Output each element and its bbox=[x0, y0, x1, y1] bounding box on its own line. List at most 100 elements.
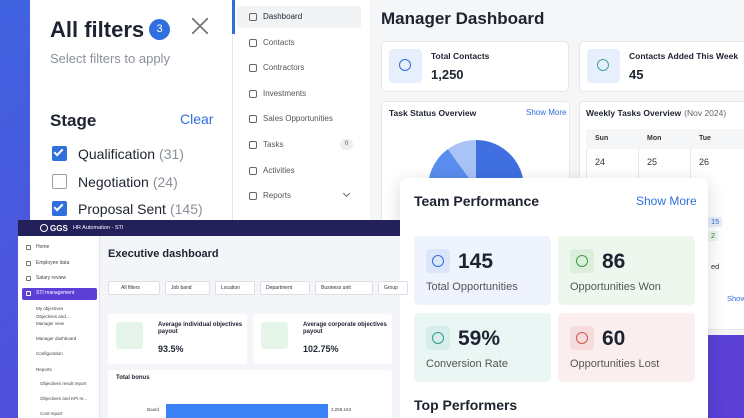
tile-icon-glyph bbox=[432, 255, 444, 267]
hr-filter-label: All filters bbox=[121, 284, 140, 291]
hr-nav-label[interactable]: Salary review bbox=[36, 275, 67, 281]
filter-subtitle: Select filters to apply bbox=[50, 51, 170, 66]
option-count: (31) bbox=[159, 146, 184, 162]
hr-nav-label[interactable]: Home bbox=[36, 244, 50, 250]
active-item bbox=[237, 6, 361, 28]
team-link[interactable]: Show More bbox=[636, 194, 697, 208]
nav-icon bbox=[249, 13, 257, 21]
tile-label: Opportunities Lost bbox=[570, 358, 660, 370]
tile-value: 86 bbox=[602, 250, 626, 273]
calendar-fragment: Show bbox=[727, 294, 744, 303]
option-count: (24) bbox=[152, 173, 178, 190]
hr-filter-label: Department bbox=[266, 284, 293, 291]
check-mark bbox=[53, 201, 64, 212]
clear-link[interactable]: Clear bbox=[180, 111, 214, 127]
hr-nav-label[interactable]: Objectives and KPI re... bbox=[40, 396, 88, 401]
nav-label[interactable]: Tasks bbox=[263, 140, 284, 149]
hr-title: Executive dashboard bbox=[108, 248, 219, 260]
hr-filter-label: Business unit bbox=[321, 284, 351, 291]
hr-nav-label[interactable]: Manager view bbox=[36, 321, 65, 326]
tile-label: Conversion Rate bbox=[426, 358, 508, 370]
hr-nav-label[interactable]: Employee data bbox=[36, 260, 70, 266]
stat-label: Total Contacts bbox=[431, 51, 490, 61]
calendar-fragment: 2 bbox=[708, 231, 719, 241]
hr-filter-label: Location bbox=[221, 284, 240, 291]
nav-label[interactable]: Dashboard bbox=[263, 12, 303, 21]
nav-label[interactable]: Activities bbox=[263, 165, 295, 175]
hr-card-label: Average individual objectives payout bbox=[158, 322, 243, 336]
tile-icon-glyph bbox=[576, 332, 588, 344]
hr-filter[interactable] bbox=[378, 281, 408, 295]
hr-filter[interactable] bbox=[215, 281, 255, 295]
date-label: 24 bbox=[595, 157, 606, 167]
active-bar bbox=[232, 0, 235, 34]
weekly-title: Weekly Tasks Overview bbox=[586, 108, 682, 118]
option-label[interactable]: Proposal Sent bbox=[78, 201, 166, 217]
hr-nav-label[interactable]: Cost report bbox=[40, 411, 63, 416]
hr-nav-label[interactable]: My objectives bbox=[36, 306, 64, 311]
hr-filter[interactable] bbox=[260, 281, 310, 295]
hr-bonus-value: 2,259,163 bbox=[331, 407, 352, 412]
hr-filter-label: Group bbox=[384, 284, 398, 291]
checkbox[interactable] bbox=[52, 201, 67, 216]
badge bbox=[340, 139, 353, 150]
hr-filter[interactable] bbox=[108, 281, 160, 295]
filter-count-badge bbox=[149, 19, 170, 40]
option-label[interactable]: Qualification bbox=[78, 146, 156, 162]
hr-bonus-title: Total bonus bbox=[116, 375, 150, 381]
hr-nav-label[interactable]: STI management bbox=[36, 290, 75, 296]
hr-nav-icon bbox=[26, 261, 31, 266]
day-label: Mon bbox=[647, 135, 662, 142]
nav-badge: 0 bbox=[344, 141, 349, 147]
hr-bonus-row: Board bbox=[147, 407, 160, 412]
close-button[interactable] bbox=[192, 18, 208, 34]
hr-app-name: HR Automation - STI bbox=[73, 225, 124, 231]
checkbox[interactable] bbox=[52, 173, 67, 189]
nav-label[interactable]: Contractors bbox=[263, 63, 305, 73]
hr-logo: GGS bbox=[50, 224, 68, 233]
task-link[interactable]: Show More bbox=[526, 108, 567, 117]
hr-nav-icon bbox=[26, 276, 31, 281]
nav-icon bbox=[249, 166, 257, 175]
hr-nav-label[interactable]: Objectives result report bbox=[40, 381, 87, 386]
nav-label[interactable]: Investments bbox=[263, 88, 307, 98]
nav-icon bbox=[249, 64, 257, 73]
hr-card-label: Average corporate objectives payout bbox=[303, 322, 387, 336]
filter-count: 3 bbox=[156, 23, 163, 35]
option-count: (145) bbox=[169, 201, 203, 217]
checkbox[interactable] bbox=[52, 146, 67, 161]
hr-card-icon bbox=[261, 322, 288, 349]
hr-topbar bbox=[18, 220, 400, 236]
date-label: 26 bbox=[699, 157, 710, 167]
nav-label[interactable]: Sales Opportunities bbox=[263, 114, 333, 124]
tile-value: 59% bbox=[458, 327, 501, 350]
weekly-period: (Nov 2024) bbox=[684, 108, 727, 118]
nav-icon bbox=[249, 89, 257, 98]
hr-filter[interactable] bbox=[315, 281, 373, 295]
nav-label[interactable]: Reports bbox=[263, 191, 292, 201]
tile-value: 60 bbox=[602, 327, 626, 350]
icon-glyph bbox=[399, 59, 411, 71]
hr-nav-label[interactable]: Manager dashboard bbox=[36, 336, 77, 341]
team-title: Team Performance bbox=[414, 193, 540, 209]
hr-filter[interactable] bbox=[165, 281, 210, 295]
hr-bonus-bar bbox=[166, 404, 328, 418]
tile-label: Total Opportunities bbox=[426, 281, 518, 293]
icon-glyph bbox=[597, 59, 609, 71]
stat-value: 45 bbox=[629, 67, 644, 82]
stat-label: Contacts Added This Week bbox=[629, 51, 739, 61]
option-label[interactable]: Negotiation bbox=[78, 173, 149, 190]
hr-nav-label[interactable]: Reports bbox=[36, 367, 52, 372]
hr-logo-icon bbox=[40, 224, 48, 232]
hr-nav-label[interactable]: Configuration bbox=[36, 351, 63, 356]
tile-value: 145 bbox=[458, 250, 494, 273]
section-title: Stage bbox=[50, 111, 97, 130]
nav-label[interactable]: Contacts bbox=[263, 37, 295, 47]
hr-nav-label[interactable]: Objectives and... bbox=[36, 314, 70, 319]
filter-title: All filters bbox=[50, 17, 145, 42]
hr-filter-label: Job band bbox=[171, 284, 192, 291]
hr-card-icon bbox=[116, 322, 143, 349]
manager-title: Manager Dashboard bbox=[381, 9, 545, 28]
hr-active-item bbox=[22, 288, 97, 300]
